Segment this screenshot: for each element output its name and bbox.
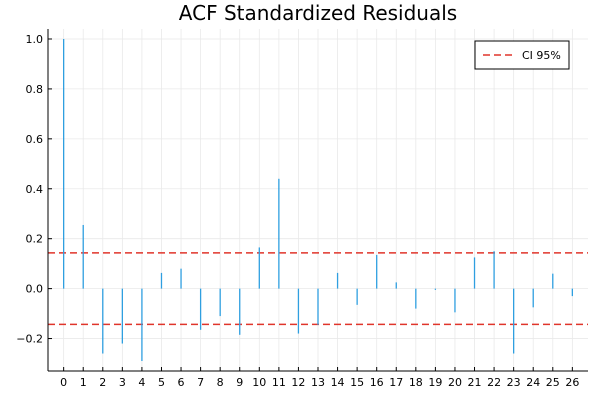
x-tick-label: 2 (99, 376, 106, 389)
x-tick-label: 18 (409, 376, 423, 389)
x-tick-label: 9 (236, 376, 243, 389)
x-tick-label: 21 (468, 376, 482, 389)
legend-box (474, 40, 570, 70)
x-tick-label: 11 (272, 376, 286, 389)
x-tick-label: 25 (546, 376, 560, 389)
x-tick-label: 8 (217, 376, 224, 389)
x-tick-label: 10 (252, 376, 266, 389)
x-tick-label: 16 (370, 376, 384, 389)
chart-title: ACF Standardized Residuals (179, 1, 457, 25)
y-tick-label: 0.2 (26, 233, 44, 246)
y-tick-label: 0.0 (26, 283, 44, 296)
x-tick-label: 0 (60, 376, 67, 389)
x-tick-label: 3 (119, 376, 126, 389)
x-tick-label: 13 (311, 376, 325, 389)
x-tick-label: 22 (487, 376, 501, 389)
x-tick-label: 15 (350, 376, 364, 389)
y-tick-label: 0.6 (26, 133, 44, 146)
x-tick-label: 20 (448, 376, 462, 389)
axes: 0 1 2 3 4 5 6 7 8 9 10 11 12 13 14 15 16 17 18 19 20 21 22 23 24… (16, 29, 588, 389)
x-tick-label: 14 (331, 376, 345, 389)
x-tick-label: 5 (158, 376, 165, 389)
x-tick-label: 7 (197, 376, 204, 389)
legend: CI 95% (474, 40, 570, 70)
acf-bars (63, 38, 573, 362)
x-tick-label: 24 (526, 376, 540, 389)
x-tick-label: 1 (80, 376, 87, 389)
y-tick-label: −0.2 (16, 333, 43, 346)
x-tick-label: 17 (389, 376, 403, 389)
y-tick-label: 0.8 (26, 83, 44, 96)
x-tick-label: 26 (565, 376, 579, 389)
x-tick-label: 6 (178, 376, 185, 389)
x-tick-label: 4 (138, 376, 145, 389)
x-tick-label: 12 (291, 376, 305, 389)
y-tick-label: 1.0 (26, 33, 44, 46)
x-tick-label: 19 (428, 376, 442, 389)
legend-ci-label: CI 95% (522, 49, 561, 62)
x-tick-label: 23 (507, 376, 521, 389)
y-tick-label: 0.4 (26, 183, 44, 196)
